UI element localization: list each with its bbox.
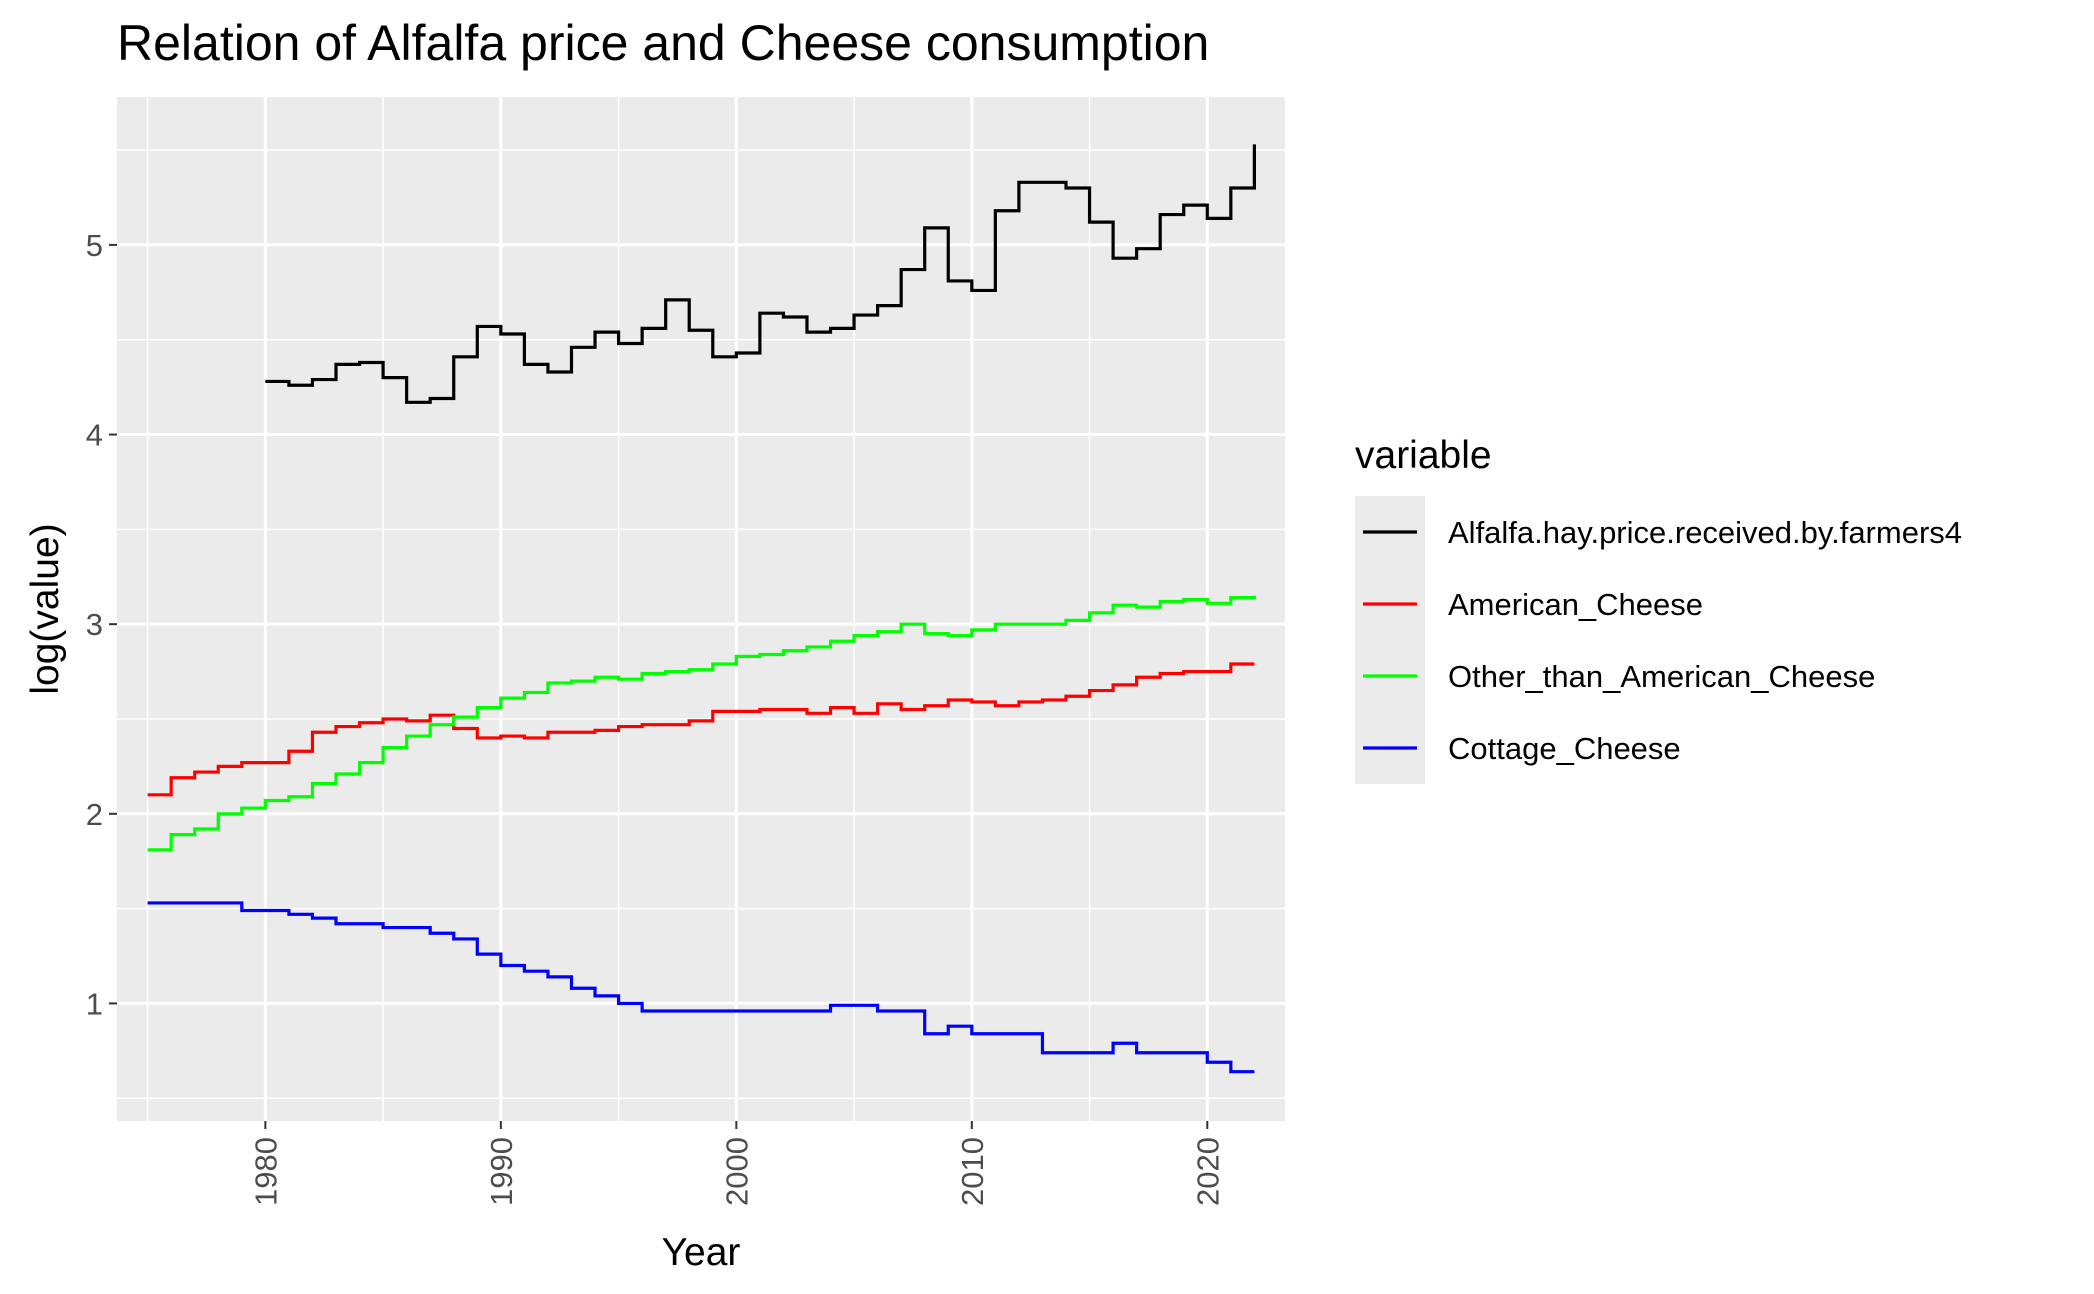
legend: variable Alfalfa.hay.price.received.by.f… [1355,434,1962,784]
series-layer [147,144,1256,1074]
chart-title: Relation of Alfalfa price and Cheese con… [117,15,1209,71]
x-tick-label: 2020 [1190,1137,1225,1206]
series-line-2 [147,662,1255,797]
y-axis: 1 2 3 4 5 [86,228,117,1021]
legend-items: Alfalfa.hay.price.received.by.farmers4 Am… [1355,496,1962,784]
x-tick-label: 1980 [248,1137,283,1206]
legend-label-2: American_Cheese [1448,587,1703,622]
y-axis-title: log(value) [24,523,67,694]
y-tick-label: 2 [86,797,103,832]
legend-label-3: Other_than_American_Cheese [1448,659,1875,694]
x-tick-label: 1990 [484,1137,519,1206]
x-tick-label: 2010 [955,1137,990,1206]
legend-label-1: Alfalfa.hay.price.received.by.farmers4 [1448,515,1962,550]
grid-major [117,97,1285,1121]
y-tick-label: 3 [86,607,103,642]
legend-title: variable [1355,434,1492,477]
x-axis-title: Year [662,1231,741,1274]
legend-key-background [1355,496,1425,784]
y-tick-label: 5 [86,228,103,263]
x-tick-label: 2000 [719,1137,754,1206]
x-axis: 1980 1990 2000 2010 2020 [248,1121,1225,1206]
series-line-4 [147,901,1255,1074]
plot-panel [117,97,1285,1121]
grid-minor [117,97,1285,1121]
series-line-3 [147,595,1256,852]
y-tick-label: 1 [86,986,103,1021]
legend-label-4: Cottage_Cheese [1448,731,1681,766]
series-line-1 [265,144,1256,404]
y-tick-label: 4 [86,418,103,453]
